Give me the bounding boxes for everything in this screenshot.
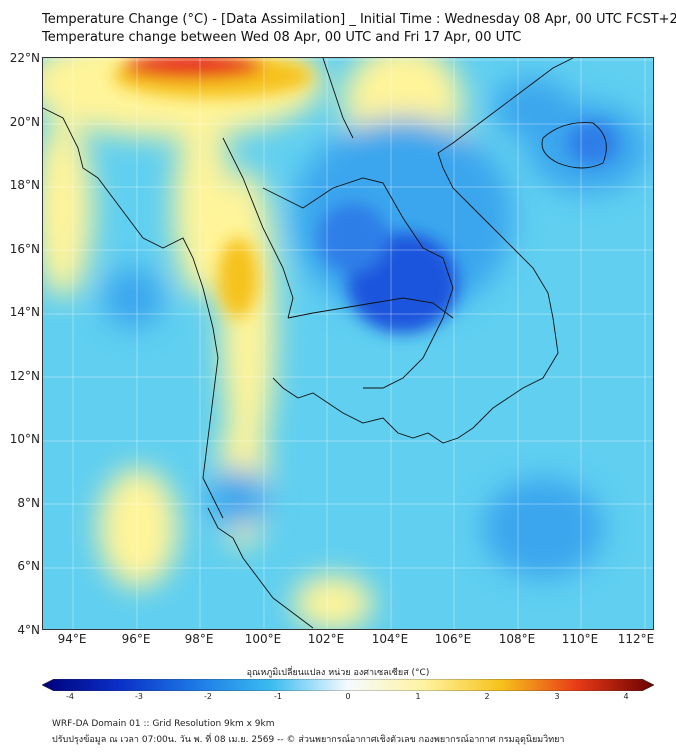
lon-label: 106°E	[434, 632, 472, 646]
lat-label: 8°N	[17, 496, 40, 510]
lon-label: 94°E	[57, 632, 87, 646]
lat-label: 16°N	[9, 242, 40, 256]
lon-label: 100°E	[244, 632, 282, 646]
lat-label: 18°N	[9, 178, 40, 192]
coastlines-and-borders	[43, 58, 607, 629]
colorbar-tick: 2	[484, 692, 490, 701]
temperature-change-map[interactable]	[42, 57, 654, 630]
footer-credit: ปรับปรุงข้อมูล ณ เวลา 07:00น. วัน พ. ที่…	[52, 735, 565, 745]
colorbar-tick: -4	[66, 692, 74, 701]
lon-label: 110°E	[561, 632, 599, 646]
colorbar-tick: 0	[345, 692, 351, 701]
colorbar	[42, 679, 654, 691]
colorbar-tick: -2	[204, 692, 212, 701]
colorbar-tick: 4	[623, 692, 629, 701]
map-canvas	[43, 58, 653, 629]
lat-label: 12°N	[9, 369, 40, 383]
footer-model-info: WRF-DA Domain 01 :: Grid Resolution 9km …	[52, 719, 275, 729]
colorbar-tick: -1	[274, 692, 282, 701]
lat-label: 6°N	[17, 559, 40, 573]
lat-label: 14°N	[9, 305, 40, 319]
colorbar-title: อุณหภูมิเปลี่ยนแปลง หน่วย องศาเซลเซียส (…	[246, 668, 430, 678]
lat-label: 22°N	[9, 51, 40, 65]
lon-label: 112°E	[617, 632, 655, 646]
lat-label: 10°N	[9, 432, 40, 446]
lon-label: 104°E	[371, 632, 409, 646]
colorbar-tick: 3	[554, 692, 560, 701]
chart-title: Temperature Change (°C) - [Data Assimila…	[42, 12, 676, 27]
lon-label: 98°E	[184, 632, 214, 646]
lat-label: 4°N	[17, 623, 40, 637]
lat-label: 20°N	[9, 115, 40, 129]
lat-lon-grid	[43, 58, 653, 629]
lon-label: 96°E	[121, 632, 151, 646]
lon-label: 102°E	[307, 632, 345, 646]
colorbar-tick: 1	[415, 692, 421, 701]
chart-subtitle: Temperature change between Wed 08 Apr, 0…	[42, 30, 522, 45]
lon-label: 108°E	[498, 632, 536, 646]
colorbar-tick: -3	[135, 692, 143, 701]
